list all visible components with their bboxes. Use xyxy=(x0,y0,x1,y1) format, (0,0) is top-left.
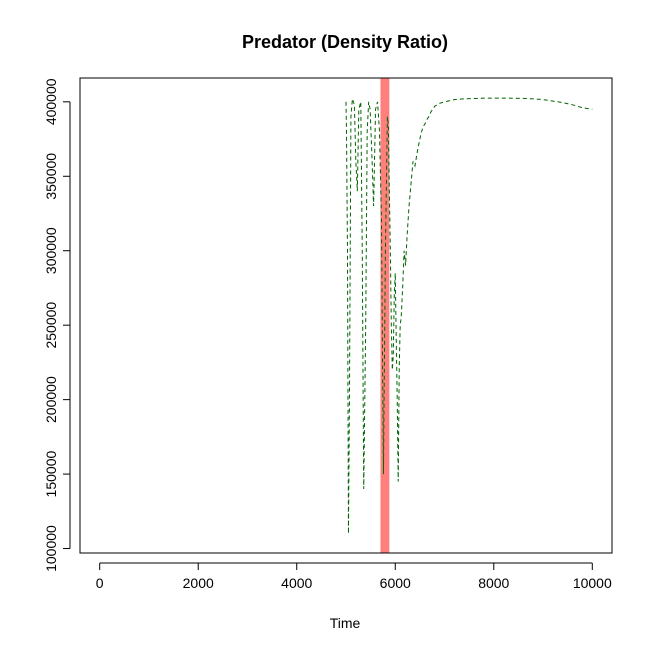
chart-title: Predator (Density Ratio) xyxy=(242,32,448,52)
x-axis: 0 2000 4000 6000 8000 10000 xyxy=(96,562,612,591)
x-tick-label: 8000 xyxy=(478,575,509,591)
y-tick-label: 250000 xyxy=(43,302,59,349)
y-axis: 100000 150000 200000 250000 300000 350000 4000… xyxy=(43,78,71,572)
plot-frame xyxy=(79,77,613,554)
series-line-0 xyxy=(345,97,593,534)
y-tick-label: 100000 xyxy=(43,525,59,572)
y-tick-label: 350000 xyxy=(43,153,59,200)
x-tick-label: 6000 xyxy=(380,575,411,591)
x-axis-label: Time xyxy=(330,615,361,631)
x-tick-label: 2000 xyxy=(183,575,214,591)
y-tick-label: 300000 xyxy=(43,227,59,274)
y-tick-label: 200000 xyxy=(43,376,59,423)
series-layer xyxy=(345,97,593,534)
x-tick-label: 0 xyxy=(96,575,104,591)
y-tick-label: 400000 xyxy=(43,78,59,125)
x-tick-label: 4000 xyxy=(281,575,312,591)
x-tick-label: 10000 xyxy=(573,575,612,591)
y-tick-label: 150000 xyxy=(43,451,59,498)
